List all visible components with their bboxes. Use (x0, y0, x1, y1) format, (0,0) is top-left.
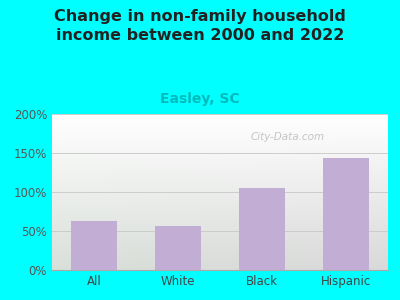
Bar (71, 221, 117, 270)
Bar (323, 158, 369, 270)
Text: Easley, SC: Easley, SC (160, 92, 240, 106)
Bar (239, 188, 285, 270)
Text: Change in non-family household
income between 2000 and 2022: Change in non-family household income be… (54, 9, 346, 43)
Bar (155, 226, 201, 270)
Text: City-Data.com: City-Data.com (250, 132, 324, 142)
